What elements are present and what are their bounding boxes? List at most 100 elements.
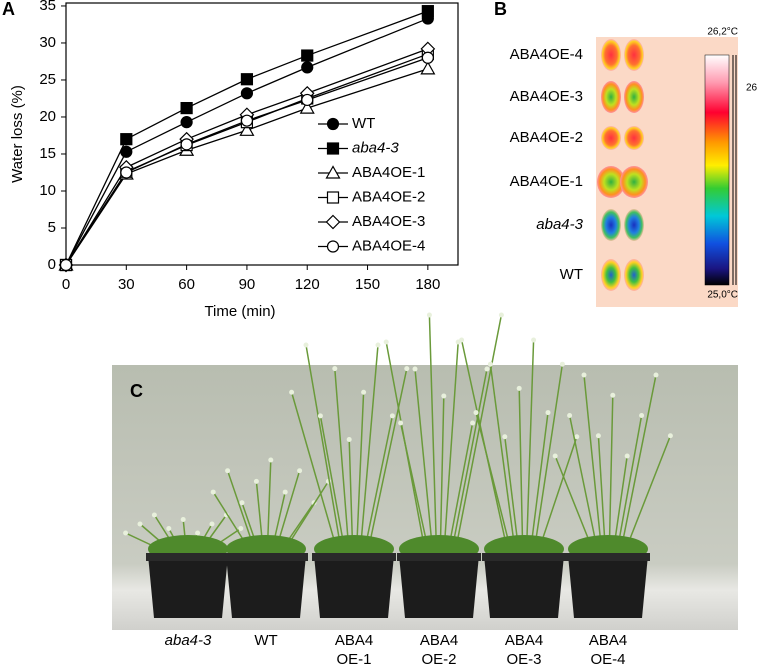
pot-label: ABA4 <box>589 632 627 649</box>
pot <box>226 555 306 618</box>
marker <box>325 214 341 230</box>
x-tick-label: 0 <box>62 276 70 293</box>
plot-frame <box>65 2 459 266</box>
legend-label: aba4-3 <box>352 139 399 156</box>
flower <box>253 478 259 484</box>
flower <box>531 337 537 343</box>
pot-label: ABA4 <box>335 632 373 649</box>
marker <box>420 61 436 75</box>
leaf-thermal <box>624 81 644 113</box>
panel-c: C aba4-3 WT ABA4 OE-1 ABA4 OE-2 ABA4 OE-3 ABA4 OE… <box>112 312 738 668</box>
x-tick-label: 120 <box>295 276 320 293</box>
pot-label: ABA4 <box>420 632 458 649</box>
flower <box>210 489 216 495</box>
flower <box>516 385 522 391</box>
plant-stem <box>489 364 517 556</box>
plant-stem <box>532 364 564 556</box>
flower <box>574 434 580 440</box>
legend-label: WT <box>352 115 375 132</box>
leaf-thermal <box>624 259 644 291</box>
marker <box>120 166 133 179</box>
flower <box>426 312 432 318</box>
x-tick-label: 60 <box>178 276 195 293</box>
leaf-thermal <box>624 209 644 241</box>
flower <box>383 339 389 345</box>
leaf-thermal <box>620 166 648 198</box>
flower <box>166 526 172 531</box>
marker <box>120 133 133 146</box>
pot <box>148 555 228 618</box>
flower <box>545 410 551 416</box>
series-line <box>65 68 429 266</box>
legend-label: ABA4OE-2 <box>352 188 425 205</box>
flower <box>624 453 630 459</box>
plant-stem <box>525 339 535 556</box>
flower <box>581 372 587 378</box>
panel-a: A Time (min) Water loss (%) 0 30 60 90 120 15… <box>2 0 459 320</box>
series-line <box>65 17 429 266</box>
marker <box>180 101 193 115</box>
flower <box>470 420 476 426</box>
leaf-thermal <box>624 39 644 71</box>
colorbar <box>704 54 730 286</box>
x-tick-label: 180 <box>415 276 440 293</box>
marker <box>325 165 341 179</box>
pot <box>484 555 564 618</box>
marker <box>299 100 315 114</box>
colorbar-label: 26 <box>746 83 758 94</box>
plant-stem <box>290 392 340 556</box>
plant-stem <box>359 344 379 556</box>
flower <box>346 437 352 442</box>
flower <box>209 521 215 527</box>
flower <box>459 337 465 343</box>
pot <box>399 555 479 618</box>
pot-label: OE-2 <box>421 651 456 668</box>
y-tick-label: 15 <box>39 145 56 162</box>
legend-label: ABA4OE-3 <box>352 213 425 230</box>
plant-stem <box>428 314 438 556</box>
flower <box>238 526 244 531</box>
plant-stem <box>443 341 459 556</box>
plant-stem <box>619 374 657 556</box>
pot-rim <box>397 553 481 561</box>
flower <box>552 453 558 459</box>
flower <box>239 500 245 506</box>
pot-rim <box>312 553 396 561</box>
pot-label: aba4-3 <box>165 632 212 649</box>
marker <box>240 73 254 86</box>
flower <box>559 361 565 367</box>
flower <box>484 366 490 372</box>
y-tick-label: 10 <box>39 182 56 199</box>
y-axis-label: Water loss (%) <box>9 85 26 183</box>
series-line <box>65 53 429 266</box>
leaf-thermal <box>601 81 621 113</box>
flower <box>653 372 659 378</box>
marker <box>326 191 340 204</box>
flower <box>610 392 616 398</box>
x-tick-label: 90 <box>239 276 256 293</box>
marker <box>326 117 340 131</box>
plant-stem <box>366 368 408 556</box>
pot-rim <box>224 553 308 561</box>
flower <box>473 410 479 416</box>
plant-stem <box>334 368 350 556</box>
marker <box>120 145 133 158</box>
flower <box>137 521 143 527</box>
pot-rim <box>482 553 566 561</box>
pot-label: WT <box>254 632 277 649</box>
flower <box>498 312 504 318</box>
leaf-thermal <box>601 39 621 71</box>
flower <box>398 420 404 426</box>
legend-label: ABA4OE-4 <box>352 237 425 254</box>
x-tick-label: 30 <box>118 276 135 293</box>
marker <box>301 61 314 74</box>
pot-label: ABA4 <box>505 632 543 649</box>
marker <box>326 240 340 253</box>
y-tick-label: 0 <box>48 256 56 273</box>
flower <box>332 366 338 372</box>
pot <box>314 555 394 618</box>
marker <box>326 142 340 155</box>
flower <box>441 393 447 399</box>
pot-label: OE-1 <box>336 651 371 668</box>
